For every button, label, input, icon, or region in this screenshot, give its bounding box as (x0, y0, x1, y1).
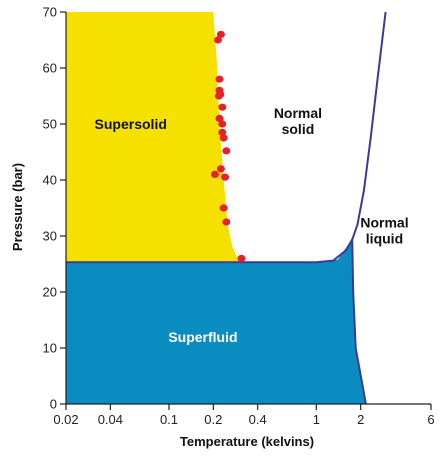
data-point (222, 218, 231, 226)
x-tick-label: 0.4 (249, 412, 267, 427)
data-point (237, 254, 246, 262)
region-label-normal-solid: Normal (274, 105, 322, 121)
y-axis-title: Pressure (bar) (10, 163, 25, 251)
x-tick-label: 0.2 (204, 412, 222, 427)
data-point (215, 75, 224, 83)
data-point (219, 204, 228, 212)
region-label-superfluid: Superfluid (168, 329, 237, 345)
region-label-normal-solid: solid (282, 121, 315, 137)
lambda-line (351, 238, 367, 405)
data-point (221, 173, 230, 181)
x-axis-title: Temperature (kelvins) (180, 434, 314, 449)
x-tick-label: 0.1 (160, 412, 178, 427)
data-point (216, 30, 225, 38)
y-tick-label: 10 (43, 341, 57, 356)
data-point (219, 134, 228, 142)
x-tick-label: 2 (357, 412, 364, 427)
data-point (216, 165, 225, 173)
y-tick-label: 40 (43, 173, 57, 188)
data-point (214, 92, 223, 100)
data-point (218, 103, 227, 111)
region-label-normal-liquid: liquid (366, 230, 403, 246)
data-point (218, 128, 227, 136)
x-tick-label: 6 (427, 412, 434, 427)
regions-layer (66, 12, 366, 404)
y-tick-label: 50 (43, 117, 57, 132)
x-tick-label: 0.02 (53, 412, 78, 427)
superfluid-region (66, 238, 366, 404)
y-tick-label: 20 (43, 285, 57, 300)
boundaries-layer (66, 11, 387, 405)
data-point (210, 170, 219, 178)
region-label-supersolid: Supersolid (95, 116, 167, 132)
supersolid-region (66, 12, 240, 263)
y-tick-label: 60 (43, 61, 57, 76)
data-point (222, 147, 231, 155)
data-point (213, 36, 222, 44)
y-tick-label: 30 (43, 229, 57, 244)
x-tick-label: 1 (313, 412, 320, 427)
y-tick-label: 70 (43, 5, 57, 20)
axes-layer: 0 10 20 30 40 50 60 70 0.02 0.04 0.1 0.2 0.4 1 2 6 (43, 5, 435, 428)
region-label-normal-liquid: Normal (360, 214, 408, 230)
points-layer (210, 30, 246, 262)
x-tick-label: 0.04 (98, 412, 123, 427)
y-tick-label: 0 (50, 397, 57, 412)
region-labels-layer: SupersolidNormalsolidNormalliquidSuperfl… (95, 105, 409, 345)
data-point (215, 114, 224, 122)
data-point (218, 120, 227, 128)
